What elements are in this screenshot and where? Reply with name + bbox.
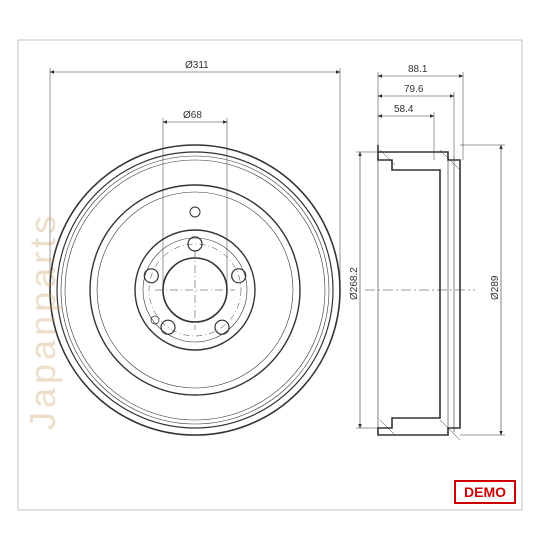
drawing-frame — [18, 40, 522, 510]
side-view — [365, 145, 475, 440]
dim-inner-dia: Ø268.2 — [349, 267, 360, 300]
dim-w1: 88.1 — [408, 64, 428, 75]
dim-side-dia: Ø289 — [490, 275, 501, 300]
side-view-dimensions: 88.1 79.6 58.4 Ø268.2 Ø289 — [349, 64, 505, 435]
dim-bore-dia: Ø68 — [183, 110, 202, 121]
front-view — [50, 145, 340, 435]
demo-stamp: DEMO — [454, 480, 516, 504]
dim-outer-dia: Ø311 — [185, 60, 209, 71]
watermark-text: Japanparts — [22, 212, 64, 430]
dim-w3: 58.4 — [394, 104, 414, 115]
technical-drawing-svg: Ø311 Ø68 88.1 79.6 — [0, 0, 540, 540]
drawing-canvas: Ø311 Ø68 88.1 79.6 — [0, 0, 540, 540]
dim-w2: 79.6 — [404, 84, 424, 95]
